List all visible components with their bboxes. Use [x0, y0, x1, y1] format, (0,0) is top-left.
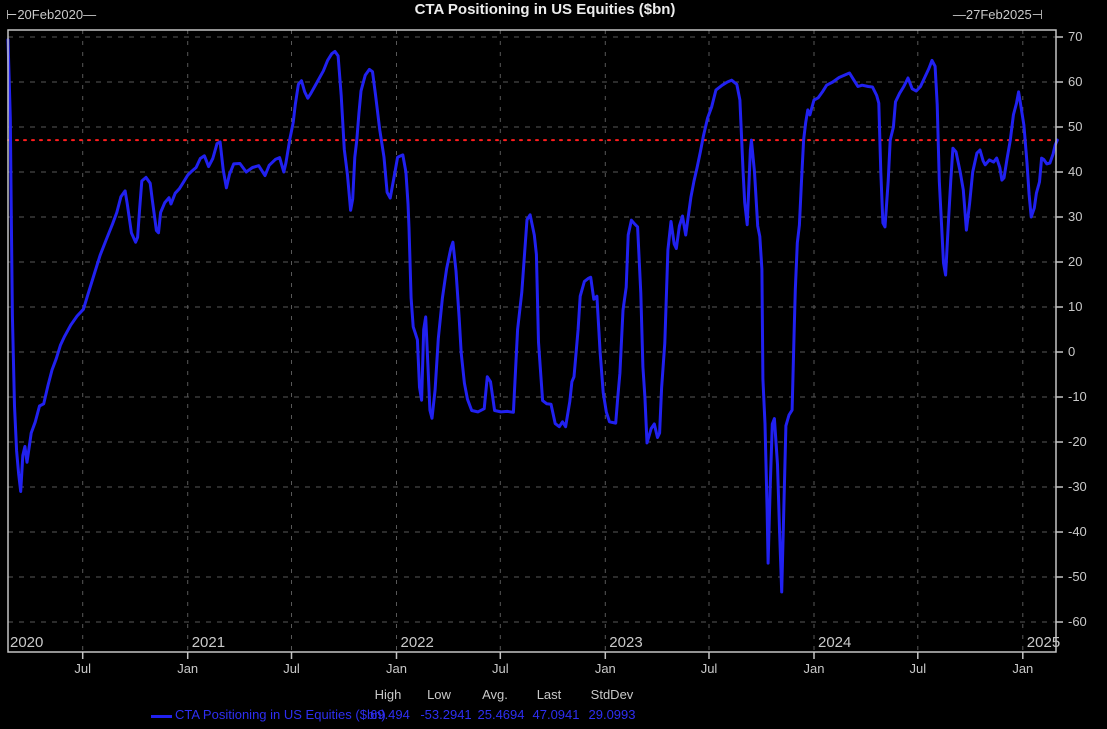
- stat-value-last: 47.0941: [532, 707, 580, 722]
- y-axis: 70 60 50 40 30 20 10 0 -10 -20 -30 -40 -50 -60: [1056, 29, 1087, 629]
- x-tick-label: Jan: [595, 661, 616, 676]
- y-tick-label: -60: [1068, 614, 1087, 629]
- y-tick-label: 50: [1068, 119, 1082, 134]
- x-tick-label: Jul: [909, 661, 926, 676]
- stat-header-high: High: [374, 687, 402, 702]
- y-tick-label: 70: [1068, 29, 1082, 44]
- y-tick-label: 40: [1068, 164, 1082, 179]
- stat-header-avg: Avg.: [482, 687, 508, 702]
- year-label: 2025: [1027, 634, 1060, 651]
- x-tick-label: Jan: [804, 661, 825, 676]
- stat-header-low: Low: [427, 687, 451, 702]
- series-line: [6, 38, 1059, 594]
- year-label: 2024: [818, 634, 851, 651]
- stat-header-last: Last: [536, 687, 562, 702]
- year-label: 2022: [401, 634, 434, 651]
- y-tick-label: -10: [1068, 389, 1087, 404]
- y-tick-label: -50: [1068, 569, 1087, 584]
- date-range-bar: ⊢20Feb2020— CTA Positioning in US Equiti…: [0, 0, 1107, 28]
- y-tick-label: 0: [1068, 344, 1075, 359]
- year-label: 2021: [192, 634, 225, 651]
- plot-frame: [7, 29, 1057, 653]
- chart-title: CTA Positioning in US Equities ($bn): [414, 1, 676, 18]
- x-tick-label: Jul: [701, 661, 718, 676]
- y-tick-label: 10: [1068, 299, 1082, 314]
- stat-value-avg: 25.4694: [477, 707, 525, 722]
- x-tick-label: Jul: [283, 661, 300, 676]
- x-tick-label: Jan: [1012, 661, 1033, 676]
- x-tick-label: Jul: [492, 661, 509, 676]
- stat-value-high: 69.494: [370, 707, 410, 722]
- y-tick-label: -30: [1068, 479, 1087, 494]
- stat-value-stddev: 29.0993: [588, 707, 636, 722]
- range-start-label: ⊢20Feb2020—: [6, 7, 97, 22]
- year-label: 2020: [10, 634, 43, 651]
- y-tick-label: 30: [1068, 209, 1082, 224]
- x-tick-label: Jan: [386, 661, 407, 676]
- horizontal-gridlines: [8, 36, 1056, 623]
- x-tick-label: Jul: [74, 661, 91, 676]
- range-end-label: —27Feb2025⊣: [952, 7, 1043, 22]
- x-axis: Jul Jan Jul Jan Jul Jan Jul Jan Jul Jan: [74, 652, 1033, 676]
- stat-value-low: -53.2941: [420, 707, 472, 722]
- stat-header-stddev: StdDev: [590, 687, 634, 702]
- y-tick-label: 60: [1068, 74, 1082, 89]
- year-labels: 2020 2021 2022 2023 2024 2025: [10, 634, 1060, 651]
- vertical-gridlines: [82, 30, 1024, 652]
- year-label: 2023: [609, 634, 642, 651]
- y-tick-label: -20: [1068, 434, 1087, 449]
- x-tick-label: Jan: [177, 661, 198, 676]
- stats-footer: High Low Avg. Last StdDev CTA Positionin…: [0, 680, 1107, 729]
- legend-series-name: CTA Positioning in US Equities ($bn): [175, 707, 386, 722]
- y-tick-label: 20: [1068, 254, 1082, 269]
- y-tick-label: -40: [1068, 524, 1087, 539]
- legend-line-swatch: [151, 715, 172, 718]
